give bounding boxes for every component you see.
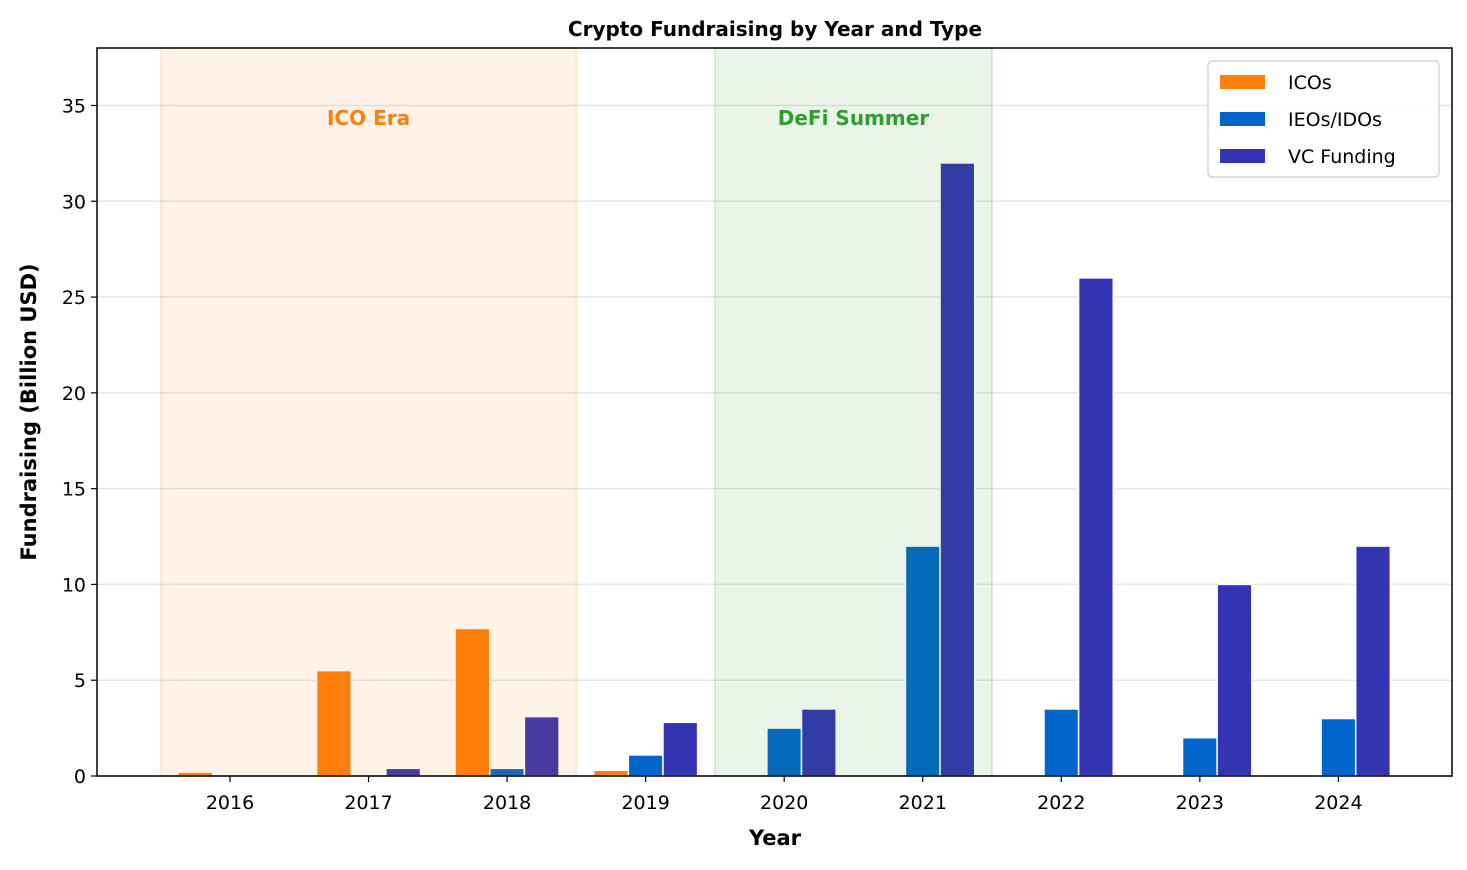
bar-vc-funding-2024 — [1354, 545, 1392, 777]
y-tick-label: 35 — [62, 95, 86, 117]
shaded-region — [159, 47, 578, 777]
bar-ieos-idos-2019 — [627, 754, 664, 777]
y-tick-label: 10 — [62, 574, 86, 596]
region-label: DeFi Summer — [778, 106, 930, 130]
x-tick-label: 2024 — [1314, 792, 1362, 814]
bar-ieos-idos-2024 — [1320, 717, 1357, 777]
legend-swatch — [1220, 75, 1265, 89]
bar-vc-funding-2020 — [800, 708, 837, 777]
x-axis-label: Year — [748, 826, 802, 850]
legend-swatch — [1220, 112, 1265, 126]
y-axis-label: Fundraising (Billion USD) — [17, 263, 41, 560]
x-tick-label: 2023 — [1176, 792, 1224, 814]
bar-icos-2019 — [592, 769, 630, 777]
bar-ieos-idos-2023 — [1181, 736, 1218, 777]
bar-vc-funding-2021 — [939, 162, 976, 777]
x-tick-label: 2021 — [899, 792, 947, 814]
legend-label: VC Funding — [1288, 146, 1396, 168]
region-label: ICO Era — [327, 106, 410, 130]
y-tick-label: 15 — [62, 479, 86, 501]
bar-icos-2018 — [454, 627, 491, 777]
chart-title: Crypto Fundraising by Year and Type — [568, 17, 982, 41]
y-tick-label: 0 — [74, 766, 86, 788]
shaded-region — [713, 47, 994, 777]
bar-vc-funding-2022 — [1077, 277, 1115, 777]
legend-label: IEOs/IDOs — [1288, 109, 1382, 131]
y-tick-label: 5 — [74, 670, 86, 692]
y-tick-label: 25 — [62, 287, 86, 309]
x-tick-label: 2018 — [483, 792, 531, 814]
y-tick-label: 30 — [62, 191, 86, 213]
x-tick-label: 2020 — [760, 792, 808, 814]
x-tick-label: 2017 — [344, 792, 392, 814]
bar-vc-funding-2018 — [523, 715, 560, 777]
bar-ieos-idos-2022 — [1043, 708, 1080, 777]
x-tick-label: 2022 — [1037, 792, 1085, 814]
plot-frame — [96, 47, 1453, 777]
y-tick-label: 20 — [62, 383, 86, 405]
bar-vc-funding-2019 — [662, 721, 699, 777]
bar-vc-funding-2023 — [1216, 583, 1253, 777]
legend-swatch — [1220, 149, 1265, 163]
legend-box — [1207, 60, 1440, 178]
x-tick-label: 2019 — [621, 792, 669, 814]
legend-label: ICOs — [1288, 72, 1332, 94]
x-tick-label: 2016 — [206, 792, 254, 814]
